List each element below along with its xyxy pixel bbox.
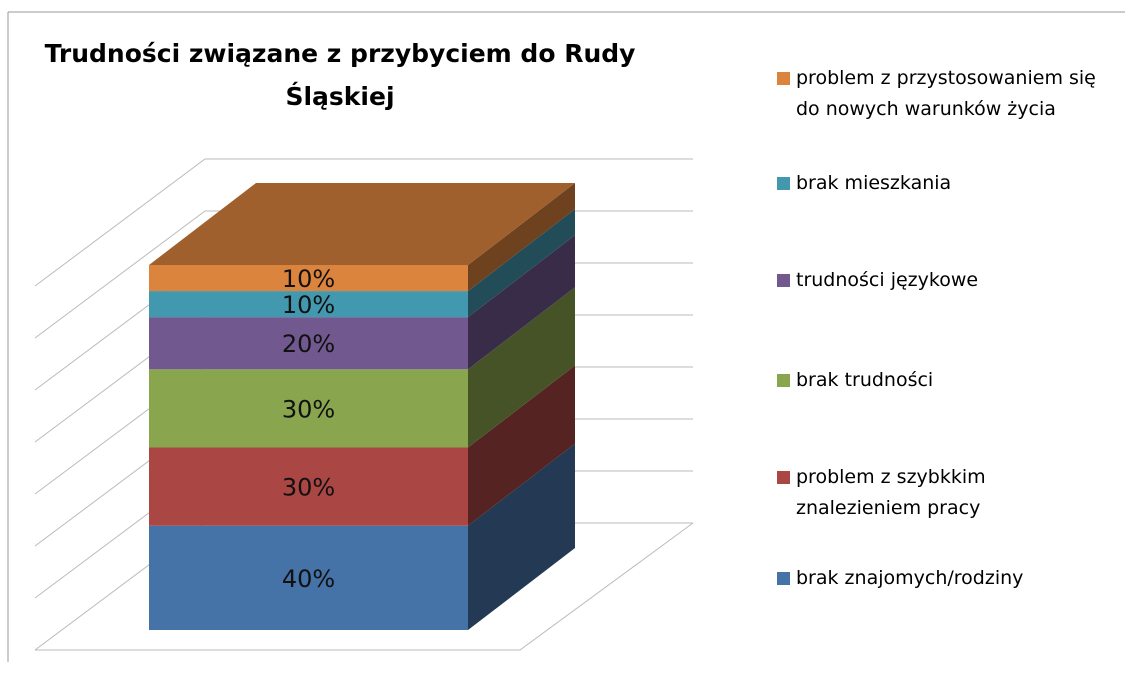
legend-item: brak znajomych/rodziny [777, 563, 1097, 594]
data-label: 10% [282, 265, 335, 293]
bar-side [468, 443, 575, 630]
bar-segment [149, 369, 468, 448]
bar-segment [149, 525, 468, 630]
data-label: 10% [282, 291, 335, 319]
legend-swatch [777, 572, 790, 585]
legend-swatch [777, 177, 790, 190]
bar-side [468, 235, 575, 370]
bar-side [468, 183, 575, 292]
legend-item: brak mieszkania [777, 168, 1097, 199]
legend-label: brak trudności [796, 369, 934, 391]
data-label: 20% [282, 330, 335, 358]
bar-segment [149, 265, 468, 292]
chart-title: Trudności związane z przybyciem do Rudy … [44, 39, 636, 111]
floor-edge [35, 522, 694, 651]
legend-item: brak trudności [777, 365, 1097, 396]
legend-swatch [777, 374, 790, 387]
legend-swatch [777, 274, 790, 287]
legend-swatch [777, 471, 790, 484]
grid-line [34, 158, 693, 287]
legend-label: trudności językowe [796, 269, 979, 291]
bar-side [468, 209, 575, 318]
bar-segment [149, 447, 468, 526]
legend-label: brak mieszkania [796, 172, 952, 194]
data-label: 40% [282, 565, 335, 593]
data-label: 30% [282, 395, 335, 423]
bar-side [468, 365, 575, 526]
legend-item: problem z szybkkim znalezieniem pracy [777, 462, 1097, 524]
legend-item: trudności językowe [777, 265, 1097, 296]
legend-label: problem z szybkkim znalezieniem pracy [796, 466, 986, 519]
bar-side [468, 287, 575, 448]
bar-top [149, 183, 575, 265]
bar-segment [149, 317, 468, 370]
bar-segment [149, 291, 468, 318]
legend-swatch [777, 72, 790, 85]
legend-label: brak znajomych/rodziny [796, 567, 1024, 589]
data-label: 30% [282, 474, 335, 502]
legend-label: problem z przystosowaniem się do nowych … [796, 67, 1096, 120]
legend-item: problem z przystosowaniem się do nowych … [777, 63, 1097, 125]
